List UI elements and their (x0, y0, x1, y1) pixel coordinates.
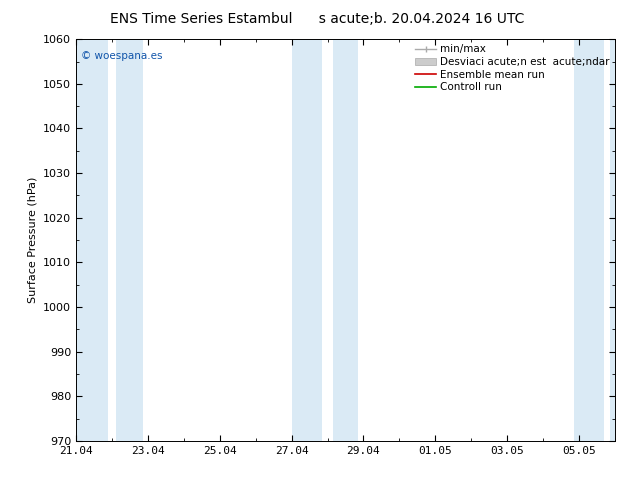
Bar (292, 39, 322, 441)
Bar (115, 39, 143, 441)
Bar (574, 39, 604, 441)
Bar (610, 39, 615, 441)
Bar (333, 39, 358, 441)
Y-axis label: Surface Pressure (hPa): Surface Pressure (hPa) (27, 177, 37, 303)
Text: © woespana.es: © woespana.es (81, 51, 163, 61)
Text: ENS Time Series Estambul      s acute;b. 20.04.2024 16 UTC: ENS Time Series Estambul s acute;b. 20.0… (110, 12, 524, 26)
Legend: min/max, Desviaci acute;n est  acute;ndar, Ensemble mean run, Controll run: min/max, Desviaci acute;n est acute;ndar… (413, 42, 612, 94)
Bar (76, 39, 108, 441)
